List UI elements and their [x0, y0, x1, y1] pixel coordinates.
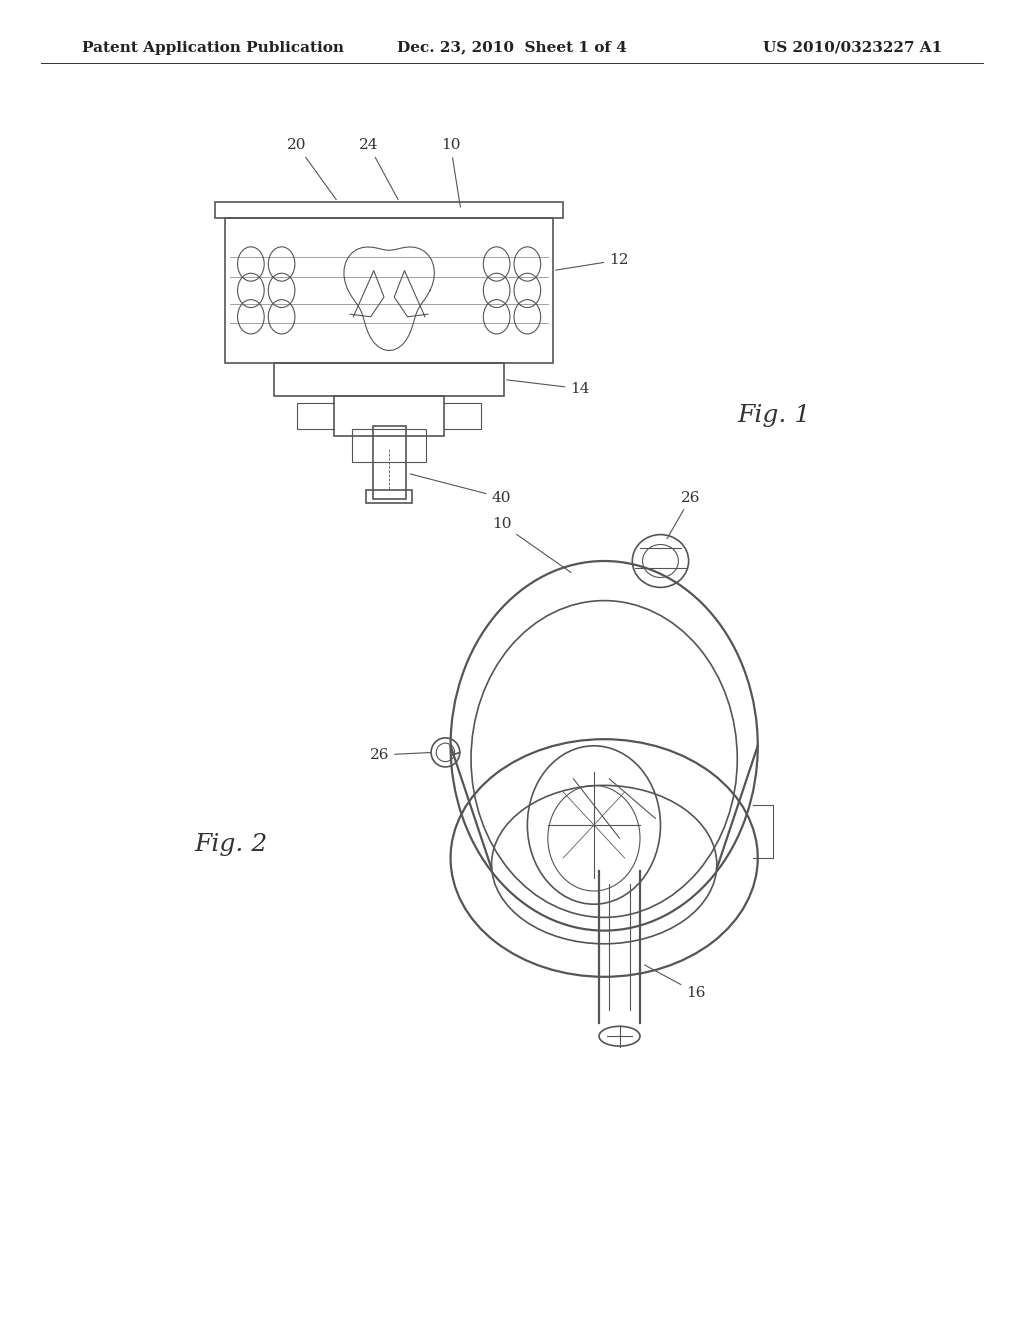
- Text: 14: 14: [507, 380, 590, 396]
- Text: 16: 16: [644, 965, 706, 999]
- Text: 10: 10: [440, 139, 461, 207]
- Bar: [225, 218, 553, 363]
- Bar: [274, 363, 504, 396]
- Bar: [367, 490, 412, 503]
- Text: Fig. 2: Fig. 2: [195, 833, 268, 857]
- Text: Fig. 1: Fig. 1: [737, 404, 811, 428]
- Text: 40: 40: [411, 474, 511, 504]
- Text: Patent Application Publication: Patent Application Publication: [82, 41, 344, 54]
- Bar: [373, 426, 406, 499]
- Bar: [215, 202, 563, 218]
- Bar: [334, 396, 444, 436]
- Text: 20: 20: [287, 139, 336, 199]
- Text: US 2010/0323227 A1: US 2010/0323227 A1: [763, 41, 942, 54]
- Text: 26: 26: [370, 748, 430, 762]
- Text: 26: 26: [667, 491, 700, 539]
- Text: Dec. 23, 2010  Sheet 1 of 4: Dec. 23, 2010 Sheet 1 of 4: [397, 41, 627, 54]
- Text: 10: 10: [492, 517, 571, 573]
- Bar: [352, 429, 426, 462]
- Text: 24: 24: [358, 139, 398, 199]
- Text: 12: 12: [556, 253, 629, 271]
